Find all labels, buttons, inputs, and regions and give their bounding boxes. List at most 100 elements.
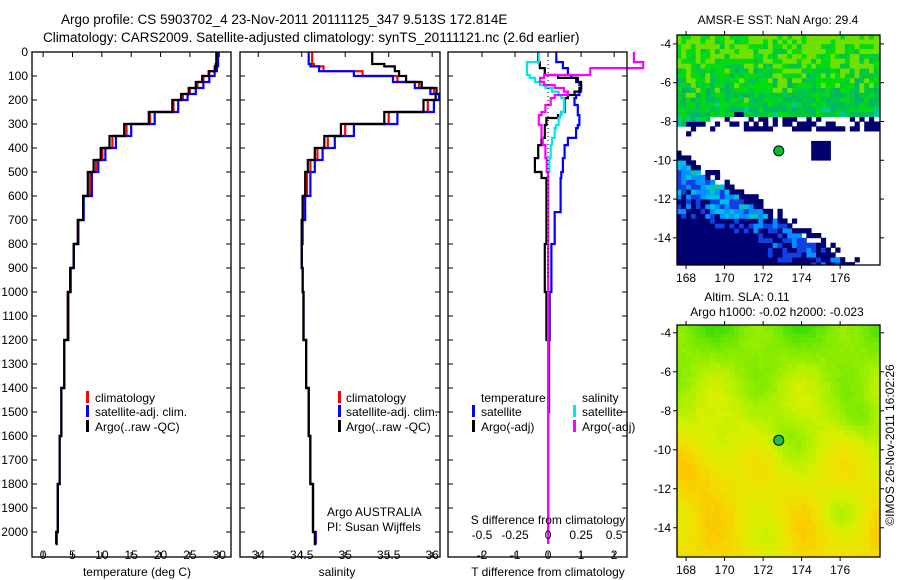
pi-label: PI: Susan Wijffels: [327, 520, 421, 534]
sst-cell: [859, 97, 865, 103]
sst-cell: [763, 223, 769, 229]
sst-cell: [710, 82, 716, 88]
sla-cell: [792, 396, 798, 402]
sla-cell: [869, 474, 875, 480]
sla-cell: [690, 532, 697, 538]
sst-cell: [825, 77, 831, 84]
sla-cell: [714, 410, 721, 417]
sla-cell: [758, 532, 764, 538]
sla-cell: [767, 469, 774, 475]
sla-cell: [796, 430, 802, 436]
sla-cell: [854, 449, 860, 456]
sla-cell: [820, 542, 827, 548]
sla-cell: [796, 420, 802, 426]
sla-cell: [864, 522, 870, 529]
sst-cell: [763, 35, 769, 40]
sla-cell: [700, 435, 706, 441]
sla-cell: [719, 391, 725, 397]
sla-cell: [763, 547, 769, 553]
sst-cell: [767, 39, 774, 45]
sla-cell: [772, 493, 778, 499]
sst-cell: [849, 35, 855, 40]
sst-cell: [772, 218, 778, 224]
sla-cell: [714, 474, 721, 480]
sst-cell: [854, 92, 860, 98]
sla-cell: [796, 386, 802, 392]
sla-cell: [772, 459, 778, 465]
sst-cell: [677, 92, 682, 98]
sla-cell: [710, 552, 716, 558]
sla-cell: [714, 498, 721, 504]
sla-cell: [677, 420, 682, 426]
sla-cell: [743, 493, 749, 499]
sla-cell: [710, 464, 716, 470]
sla-cell: [796, 396, 802, 402]
sst-cell: [796, 106, 802, 113]
sla-cell: [753, 527, 759, 534]
sla-cell: [849, 347, 855, 353]
sla-cell: [787, 332, 793, 339]
sla-cell: [729, 479, 735, 485]
sst-cell: [763, 39, 769, 45]
sst-cell: [743, 39, 749, 45]
sst-cell: [767, 97, 774, 103]
sla-cell: [700, 537, 706, 543]
sla-cell: [767, 459, 774, 465]
sst-cell: [796, 121, 802, 127]
sst-cell: [729, 106, 735, 113]
sla-cell: [859, 430, 865, 436]
sla-cell: [801, 464, 807, 470]
sst-cell: [695, 121, 701, 127]
sla-cell: [864, 488, 870, 495]
sst-cell: [801, 126, 807, 132]
sst-cell: [700, 87, 706, 93]
sla-cell: [753, 381, 759, 387]
sla-cell: [729, 454, 735, 460]
sla-cell: [719, 537, 725, 543]
sla-cell: [820, 440, 827, 446]
sst-cell: [729, 194, 735, 200]
sst-cell: [767, 106, 774, 113]
sla-cell: [820, 532, 827, 538]
sla-cell: [849, 396, 855, 402]
sla-cell: [792, 449, 798, 456]
sla-cell: [864, 415, 870, 421]
sst-cell: [806, 39, 812, 45]
sla-cell: [739, 508, 745, 514]
x-tick-label: 2: [611, 548, 618, 562]
sla-cell: [825, 479, 831, 485]
sla-cell: [859, 474, 865, 480]
sla-cell: [677, 483, 682, 490]
sst-cell: [796, 53, 802, 59]
sla-cell: [753, 415, 759, 421]
sst-cell: [777, 68, 783, 74]
sst-cell: [734, 63, 740, 69]
sst-cell: [825, 140, 831, 147]
sla-cell: [782, 357, 788, 363]
sla-cell: [816, 430, 822, 436]
legend-swatch-climatology: [338, 391, 341, 403]
sla-cell: [743, 527, 749, 534]
sla-cell: [677, 552, 682, 558]
sla-cell: [686, 420, 692, 426]
sla-cell: [724, 440, 730, 446]
sst-cell: [859, 102, 865, 108]
sst-cell: [811, 247, 817, 253]
sst-cell: [710, 223, 716, 229]
sla-cell: [873, 435, 879, 441]
sla-cell: [873, 325, 879, 329]
sla-cell: [734, 498, 740, 504]
sla-cell: [748, 332, 754, 339]
sla-cell: [748, 381, 754, 387]
lon-tick-label: 168: [676, 563, 696, 577]
sla-cell: [739, 488, 745, 495]
sst-cell: [792, 87, 798, 93]
sla-cell: [835, 347, 841, 353]
sla-cell: [700, 518, 706, 524]
sst-cell: [724, 184, 730, 190]
sla-cell: [796, 454, 802, 460]
sst-cell: [705, 43, 711, 50]
sla-cell: [700, 459, 706, 465]
sla-cell: [811, 469, 817, 475]
sst-cell: [734, 194, 740, 200]
